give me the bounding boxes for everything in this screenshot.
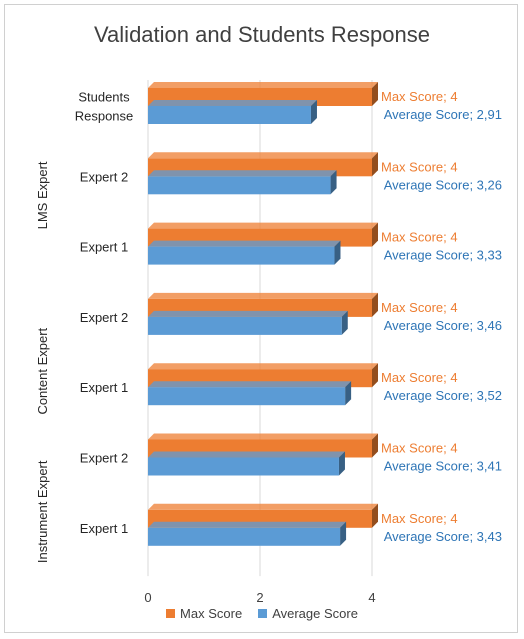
chart-title: Validation and Students Response (94, 22, 430, 47)
bar-average-score-3 (148, 240, 341, 265)
category-label-5: Expert 1 (80, 380, 128, 395)
group-label-content-expert: Content Expert (35, 327, 50, 414)
data-label-average-score-3: Average Score; 3,33 (384, 248, 502, 263)
x-tick-label-2: 2 (256, 590, 263, 605)
category-label-4: Expert 2 (80, 310, 128, 325)
data-label-max-score-7: Max Score; 4 (381, 511, 458, 526)
legend-swatch-average-score (258, 609, 268, 618)
labels: 0 2 4 Max Score; 4 Average Score; 2,91 Studen… (35, 89, 502, 605)
bar-average-score-7 (148, 521, 347, 546)
data-label-max-score-6: Max Score; 4 (381, 441, 458, 456)
category-label-1: Students Response (75, 90, 134, 124)
legend: Max Score Average Score (0, 606, 524, 621)
bar-average-score-2 (148, 170, 337, 195)
x-tick-label-4: 4 (368, 590, 375, 605)
bar-average-score-1 (148, 100, 317, 124)
bar-average-score-4 (148, 310, 348, 335)
data-label-average-score-1: Average Score; 2,91 (384, 107, 502, 122)
category-label-7: Expert 1 (80, 521, 128, 536)
data-label-max-score-4: Max Score; 4 (381, 300, 458, 315)
group-label-lms-expert: LMS Expert (35, 161, 50, 229)
data-label-max-score-2: Max Score; 4 (381, 159, 458, 174)
data-label-average-score-5: Average Score; 3,52 (384, 388, 502, 403)
legend-item-max-score: Max Score (166, 606, 242, 621)
category-label-2: Expert 2 (80, 169, 128, 184)
x-tick-label-0: 0 (144, 590, 151, 605)
bars (148, 82, 378, 546)
category-label-6: Expert 2 (80, 451, 128, 466)
legend-swatch-max-score (166, 609, 176, 618)
data-label-average-score-7: Average Score; 3,43 (384, 529, 502, 544)
data-label-average-score-4: Average Score; 3,46 (384, 318, 502, 333)
legend-label-max-score: Max Score (180, 606, 243, 621)
group-label-instrument-expert: Instrument Expert (35, 460, 50, 563)
data-label-average-score-2: Average Score; 3,26 (384, 177, 502, 192)
data-label-max-score-5: Max Score; 4 (381, 370, 458, 385)
data-label-average-score-6: Average Score; 3,41 (384, 459, 502, 474)
bar-average-score-5 (148, 381, 352, 406)
bar-average-score-6 (148, 451, 345, 476)
legend-label-average-score: Average Score (272, 606, 358, 621)
data-label-max-score-3: Max Score; 4 (381, 230, 458, 245)
data-label-max-score-1: Max Score; 4 (381, 89, 458, 104)
legend-item-average-score: Average Score (258, 606, 358, 621)
category-label-3: Expert 1 (80, 240, 128, 255)
